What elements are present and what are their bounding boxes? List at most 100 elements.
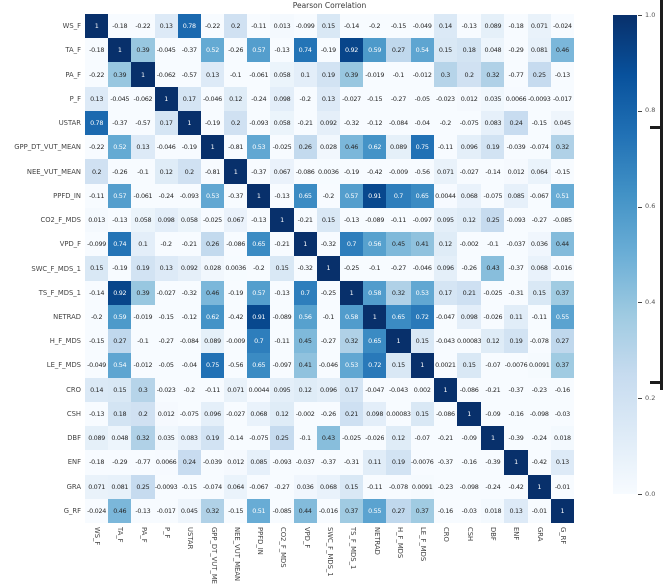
heatmap-cell: 0.92 bbox=[108, 280, 132, 305]
heatmap-cell: -0.13 bbox=[456, 14, 482, 39]
heatmap-cell: -0.027 bbox=[456, 159, 482, 184]
heatmap-cell: 0.44 bbox=[550, 232, 574, 257]
heatmap-cell: 0.15 bbox=[85, 256, 109, 281]
heatmap-cell: -0.11 bbox=[386, 207, 411, 233]
heatmap-cell: 0.57 bbox=[247, 280, 271, 305]
heatmap-cell: -0.009 bbox=[386, 159, 411, 184]
y-tick-label: NETRAD bbox=[53, 312, 81, 321]
heatmap-cell: 0.064 bbox=[527, 159, 551, 184]
heatmap-cell: -0.27 bbox=[386, 256, 411, 281]
heatmap-cell: 0.27 bbox=[386, 498, 411, 523]
heatmap-cell: -0.39 bbox=[481, 450, 505, 475]
heatmap-cell: -0.26 bbox=[316, 401, 340, 427]
heatmap-cell: -0.01 bbox=[550, 474, 574, 499]
heatmap-cell: -0.046 bbox=[316, 353, 340, 378]
heatmap-cell: 0.0091 bbox=[410, 474, 434, 499]
heatmap-cell: 0.3 bbox=[131, 377, 155, 402]
heatmap-cell: 0.14 bbox=[85, 377, 109, 402]
heatmap-cell: -0.074 bbox=[527, 135, 551, 160]
y-tick-label: H_F_MDS bbox=[49, 337, 81, 346]
heatmap-cell: 0.012 bbox=[456, 86, 482, 111]
heatmap-cell: -0.1 bbox=[131, 329, 155, 354]
heatmap-cell: 0.53 bbox=[247, 135, 271, 160]
heatmap-cell: 0.57 bbox=[108, 183, 132, 208]
heatmap-cell: -0.37 bbox=[433, 450, 457, 475]
heatmap-cell: 0.095 bbox=[270, 377, 294, 402]
heatmap-cell: 0.13 bbox=[200, 62, 225, 87]
heatmap-cell: -0.023 bbox=[154, 377, 178, 402]
heatmap-cell: 0.13 bbox=[504, 498, 528, 523]
heatmap-cell: -0.13 bbox=[270, 38, 294, 63]
heatmap-cell: 0.32 bbox=[386, 280, 411, 305]
heatmap-cell: -0.099 bbox=[293, 14, 317, 39]
heatmap-cell: 0.2 bbox=[85, 159, 109, 184]
heatmap-cell: 0.096 bbox=[456, 135, 482, 160]
heatmap-cell: -0.42 bbox=[504, 474, 528, 499]
heatmap-cell: -0.18 bbox=[85, 38, 109, 63]
window-edge-nub bbox=[650, 126, 663, 129]
colorbar-tick-mark bbox=[638, 302, 642, 304]
y-tick-label: TS_F_MDS_1 bbox=[38, 288, 81, 297]
y-tick-label: NEE_VUT_MEAN bbox=[26, 167, 81, 176]
heatmap-cell: 0.083 bbox=[177, 426, 201, 451]
x-tick-label: PA_F bbox=[139, 527, 148, 543]
heatmap-cell: -0.093 bbox=[504, 207, 528, 233]
x-tick-label: CRO bbox=[442, 527, 451, 542]
heatmap-cell: 0.092 bbox=[316, 110, 340, 136]
y-tick-label: VPD_F bbox=[59, 240, 81, 249]
heatmap-cell: 0.092 bbox=[177, 256, 201, 281]
heatmap-cell: 0.75 bbox=[200, 353, 225, 378]
heatmap-cell: 0.15 bbox=[316, 14, 340, 39]
heatmap-cell: -0.046 bbox=[200, 86, 225, 111]
heatmap-cell: -0.01 bbox=[527, 498, 551, 523]
heatmap-cell: -0.1 bbox=[293, 426, 317, 451]
heatmap-cell: -0.0093 bbox=[154, 474, 178, 499]
heatmap-cell: 0.098 bbox=[270, 86, 294, 111]
heatmap-cell: -0.11 bbox=[433, 135, 457, 160]
heatmap-cell: -0.56 bbox=[224, 353, 248, 378]
heatmap-cell: -0.26 bbox=[456, 256, 482, 281]
heatmap-cell: 0.27 bbox=[386, 38, 411, 63]
heatmap-cell: -0.29 bbox=[504, 38, 528, 63]
x-tick-label: P_F bbox=[163, 527, 171, 539]
heatmap-cell: -0.027 bbox=[224, 401, 248, 427]
heatmap-cell: -0.32 bbox=[293, 256, 317, 281]
heatmap-cell: 0.24 bbox=[177, 450, 201, 475]
y-tick-label: G_RF bbox=[63, 506, 81, 515]
heatmap-cell: 0.018 bbox=[550, 426, 574, 451]
y-tick-label: ENF bbox=[67, 458, 81, 467]
colorbar-tick-mark bbox=[638, 15, 642, 16]
heatmap-cell: 0.56 bbox=[293, 304, 317, 330]
heatmap-cell: 0.78 bbox=[177, 14, 201, 39]
heatmap-cell: 0.028 bbox=[316, 135, 340, 160]
heatmap-cell: -0.15 bbox=[527, 110, 551, 136]
heatmap-cell: -0.019 bbox=[131, 304, 155, 330]
heatmap-cell: -0.24 bbox=[527, 426, 551, 451]
heatmap-cell: 0.25 bbox=[270, 426, 294, 451]
heatmap-cell: -0.11 bbox=[247, 14, 271, 39]
heatmap-cell: -0.049 bbox=[85, 353, 109, 378]
heatmap-cell: 0.12 bbox=[433, 232, 457, 257]
heatmap-cell: 1 bbox=[177, 110, 201, 136]
x-tick-label: WS_F bbox=[93, 527, 102, 546]
heatmap-cell: -0.14 bbox=[85, 280, 109, 305]
heatmap-cell: -0.03 bbox=[456, 498, 482, 523]
heatmap-cell: 0.17 bbox=[154, 110, 178, 136]
heatmap-cell: 0.56 bbox=[363, 232, 387, 257]
x-tick-label: CO2_F_MDS bbox=[279, 527, 288, 568]
heatmap-cell: 0.096 bbox=[200, 401, 225, 427]
heatmap-cell: 0.32 bbox=[481, 62, 505, 87]
heatmap-cell: 0.12 bbox=[293, 377, 317, 402]
heatmap-cell: -0.37 bbox=[177, 38, 201, 63]
heatmap-cell: -0.19 bbox=[316, 38, 340, 63]
heatmap-cell: -0.025 bbox=[200, 207, 225, 233]
heatmap-cell: 0.012 bbox=[224, 450, 248, 475]
heatmap-cell: 0.7 bbox=[293, 280, 317, 305]
heatmap-cell: 1 bbox=[270, 207, 294, 233]
heatmap-cell: -0.002 bbox=[456, 232, 482, 257]
heatmap-cell: -0.0076 bbox=[504, 353, 528, 378]
y-tick-label: CO2_F_MDS bbox=[40, 216, 81, 225]
heatmap-cell: 0.12 bbox=[224, 86, 248, 111]
heatmap-cell: -0.15 bbox=[85, 329, 109, 354]
heatmap-cell: 0.65 bbox=[247, 232, 271, 257]
